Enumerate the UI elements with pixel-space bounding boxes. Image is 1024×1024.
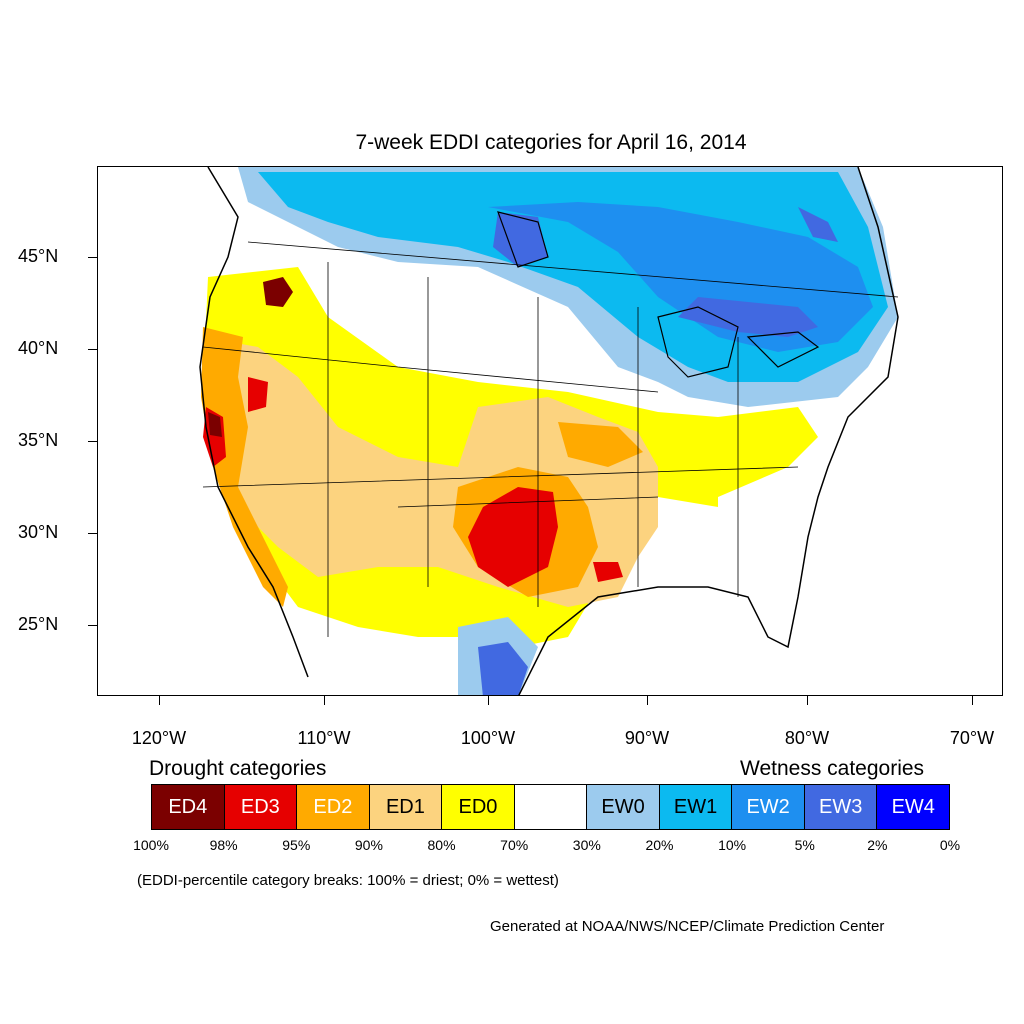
legend-box-ew1: EW1 (659, 785, 733, 829)
break-label: 95% (282, 837, 311, 853)
lat-label-40: 40°N (18, 338, 59, 358)
legend-box-ed0: ED0 (442, 785, 515, 829)
map-canvas (199, 167, 899, 695)
state-borders (202, 241, 899, 637)
lat-tick-45 (88, 257, 97, 258)
break-label: 70% (500, 837, 529, 853)
lat-tick-30 (88, 533, 97, 534)
lat-label-35: 35°N (18, 430, 59, 450)
break-label: 98% (209, 837, 238, 853)
great-lakes-outline (497, 211, 820, 378)
region-ed4-west (208, 277, 293, 437)
region-ew3-gulf (478, 642, 528, 695)
break-label: 20% (645, 837, 674, 853)
eddi-map (97, 166, 1003, 696)
map-title: 7-week EDDI categories for April 16, 201… (355, 131, 747, 154)
break-label: 90% (354, 837, 383, 853)
break-label: 30% (572, 837, 601, 853)
wetness-heading: Wetness categories (740, 757, 925, 780)
legend-box-ew2: EW2 (732, 785, 805, 829)
category-note: (EDDI-percentile category breaks: 100% =… (137, 872, 559, 889)
lon-label-120: 120°W (131, 728, 187, 748)
lat-label-45: 45°N (18, 246, 59, 266)
legend-box-normal (514, 785, 588, 829)
coastline-outline (199, 167, 899, 695)
legend-box-ed3: ED3 (224, 785, 298, 829)
lat-label-25: 25°N (18, 614, 59, 634)
region-ew3-north (493, 207, 838, 337)
drought-heading: Drought categories (149, 757, 327, 780)
credit-line: Generated at NOAA/NWS/NCEP/Climate Predi… (490, 918, 885, 935)
break-label: 5% (794, 837, 815, 853)
lon-label-80: 80°W (784, 728, 830, 748)
region-normal-southeast (718, 467, 818, 637)
lon-label-100: 100°W (460, 728, 516, 748)
lat-tick-40 (88, 349, 97, 350)
legend-box-ed1: ED1 (369, 785, 443, 829)
lon-label-110: 110°W (297, 728, 351, 748)
lon-label-70: 70°W (949, 728, 995, 748)
break-label: 100% (133, 837, 169, 853)
lat-label-30: 30°N (18, 522, 59, 542)
break-label: 10% (718, 837, 747, 853)
break-label: 80% (427, 837, 456, 853)
break-label: 2% (867, 837, 888, 853)
lon-tick-110 (324, 696, 325, 705)
lon-tick-120 (159, 696, 160, 705)
lat-tick-25 (88, 625, 97, 626)
legend-box-ew3: EW3 (804, 785, 878, 829)
lon-tick-80 (807, 696, 808, 705)
lon-tick-100 (488, 696, 489, 705)
category-legend: ED4 ED3 ED2 ED1 ED0 EW0 EW1 EW2 EW3 EW4 (151, 784, 950, 830)
lon-label-90: 90°W (624, 728, 670, 748)
legend-box-ed2: ED2 (297, 785, 370, 829)
lon-tick-90 (647, 696, 648, 705)
region-ed3-south (203, 377, 623, 587)
legend-box-ew0: EW0 (587, 785, 660, 829)
break-label: 0% (939, 837, 961, 853)
lat-tick-35 (88, 441, 97, 442)
lon-tick-70 (972, 696, 973, 705)
legend-box-ew4: EW4 (877, 785, 950, 829)
legend-box-ed4: ED4 (152, 785, 225, 829)
region-normal-central (298, 247, 698, 417)
